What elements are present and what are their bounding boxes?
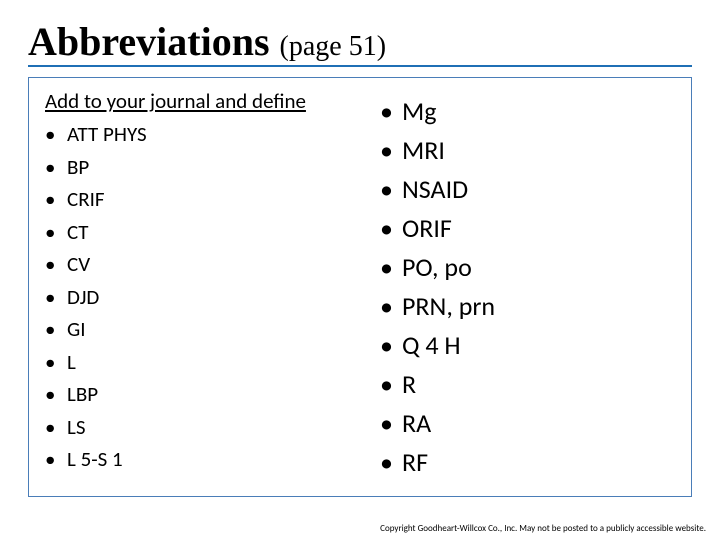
slide-container: Abbreviations (page 51) Add to your jour… — [0, 0, 720, 540]
list-item: •CT — [45, 216, 340, 249]
bullet-icon: • — [380, 365, 402, 404]
bullet-icon: • — [380, 92, 402, 131]
list-item-label: RF — [402, 443, 428, 482]
left-list: •ATT PHYS•BP•CRIF•CT•CV•DJD•GI•L•LBP•LS•… — [45, 118, 340, 476]
list-item: •RA — [380, 404, 675, 443]
list-item: •GI — [45, 313, 340, 346]
title-row: Abbreviations (page 51) — [28, 18, 692, 67]
list-item-label: CV — [67, 248, 90, 281]
bullet-icon: • — [45, 183, 67, 216]
bullet-icon: • — [380, 404, 402, 443]
bullet-icon: • — [45, 378, 67, 411]
list-item-label: CT — [67, 216, 89, 249]
footer-copyright: Copyright Goodheart-Willcox Co., Inc. Ma… — [380, 523, 706, 534]
bullet-icon: • — [380, 287, 402, 326]
list-item-label: LS — [67, 411, 85, 444]
list-item: •ORIF — [380, 209, 675, 248]
list-item: •R — [380, 365, 675, 404]
list-item: •Q 4 H — [380, 326, 675, 365]
list-item-label: PO, po — [402, 248, 472, 287]
list-item: •RF — [380, 443, 675, 482]
right-list: •Mg•MRI•NSAID•ORIF•PO, po•PRN, prn•Q 4 H… — [380, 92, 675, 482]
bullet-icon: • — [45, 443, 67, 476]
bullet-icon: • — [380, 131, 402, 170]
list-item: •PRN, prn — [380, 287, 675, 326]
instruction-text: Add to your journal and define — [45, 88, 340, 114]
list-item: •LS — [45, 411, 340, 444]
bullet-icon: • — [45, 118, 67, 151]
bullet-icon: • — [380, 326, 402, 365]
bullet-icon: • — [45, 411, 67, 444]
list-item-label: RA — [402, 404, 431, 443]
list-item-label: GI — [67, 313, 86, 346]
list-item-label: DJD — [67, 281, 99, 314]
list-item: •MRI — [380, 131, 675, 170]
list-item-label: PRN, prn — [402, 287, 495, 326]
list-item-label: ORIF — [402, 209, 452, 248]
list-item: •CV — [45, 248, 340, 281]
list-item: •NSAID — [380, 170, 675, 209]
content-box: Add to your journal and define •ATT PHYS… — [28, 77, 692, 497]
list-item: •Mg — [380, 92, 675, 131]
bullet-icon: • — [45, 248, 67, 281]
list-item: •CRIF — [45, 183, 340, 216]
list-item-label: Q 4 H — [402, 326, 461, 365]
list-item-label: LBP — [67, 378, 98, 411]
list-item: •ATT PHYS — [45, 118, 340, 151]
list-item-label: BP — [67, 151, 89, 184]
list-item: •DJD — [45, 281, 340, 314]
bullet-icon: • — [45, 346, 67, 379]
column-right: •Mg•MRI•NSAID•ORIF•PO, po•PRN, prn•Q 4 H… — [380, 88, 675, 484]
bullet-icon: • — [380, 248, 402, 287]
list-item-label: CRIF — [67, 183, 105, 216]
title-main: Abbreviations — [28, 18, 270, 65]
list-item: •BP — [45, 151, 340, 184]
list-item-label: L — [67, 346, 76, 379]
bullet-icon: • — [380, 209, 402, 248]
list-item-label: R — [402, 365, 416, 404]
bullet-icon: • — [380, 443, 402, 482]
list-item-label: L 5-S 1 — [67, 443, 123, 476]
bullet-icon: • — [45, 151, 67, 184]
list-item-label: Mg — [402, 92, 436, 131]
list-item: •LBP — [45, 378, 340, 411]
bullet-icon: • — [380, 170, 402, 209]
list-item: •PO, po — [380, 248, 675, 287]
title-sub: (page 51) — [280, 31, 387, 63]
bullet-icon: • — [45, 313, 67, 346]
list-item: •L 5-S 1 — [45, 443, 340, 476]
bullet-icon: • — [45, 216, 67, 249]
list-item-label: ATT PHYS — [67, 118, 147, 151]
column-left: Add to your journal and define •ATT PHYS… — [45, 88, 340, 484]
list-item-label: NSAID — [402, 170, 468, 209]
bullet-icon: • — [45, 281, 67, 314]
list-item: •L — [45, 346, 340, 379]
list-item-label: MRI — [402, 131, 445, 170]
